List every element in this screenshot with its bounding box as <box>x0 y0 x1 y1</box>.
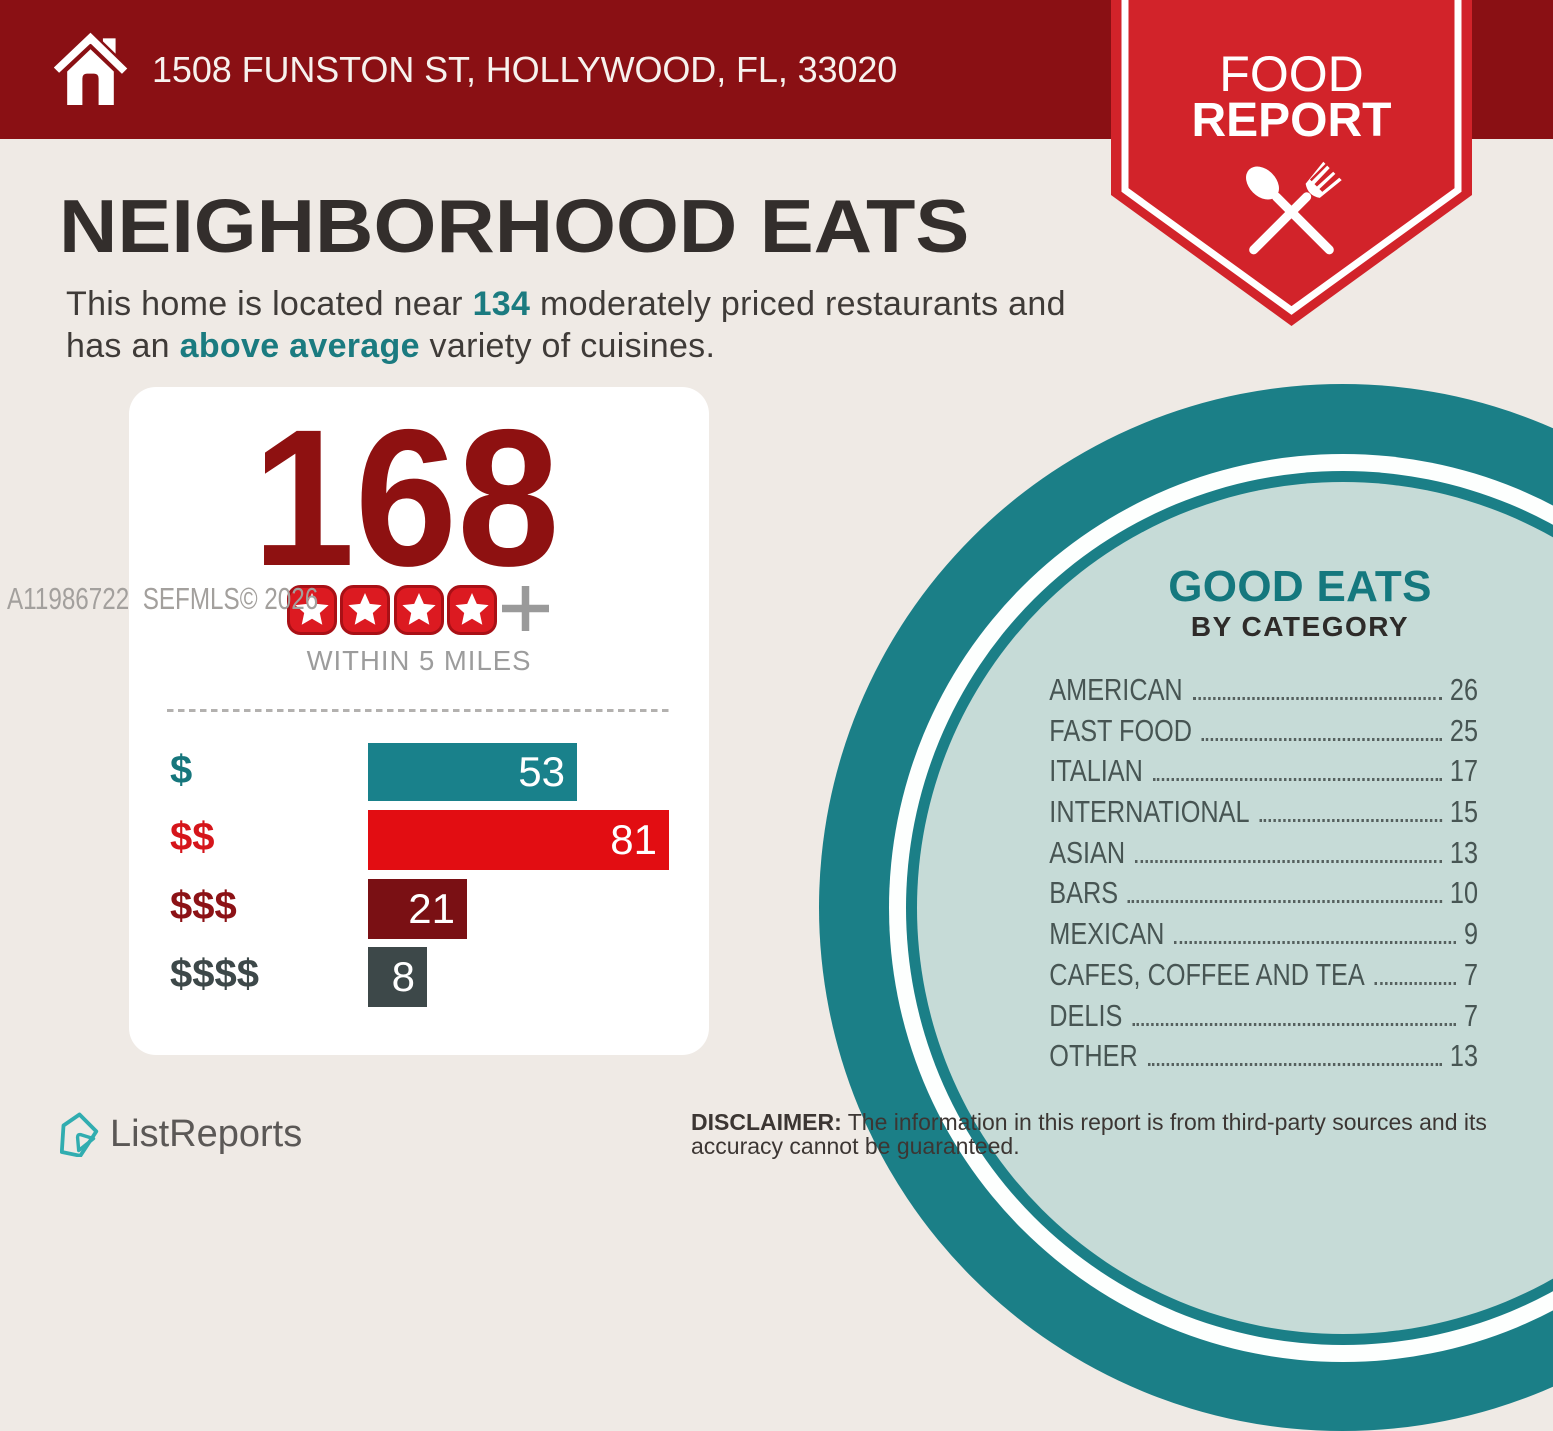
svg-text:REPORT: REPORT <box>1191 94 1391 147</box>
svg-text:FOOD: FOOD <box>1219 46 1363 102</box>
